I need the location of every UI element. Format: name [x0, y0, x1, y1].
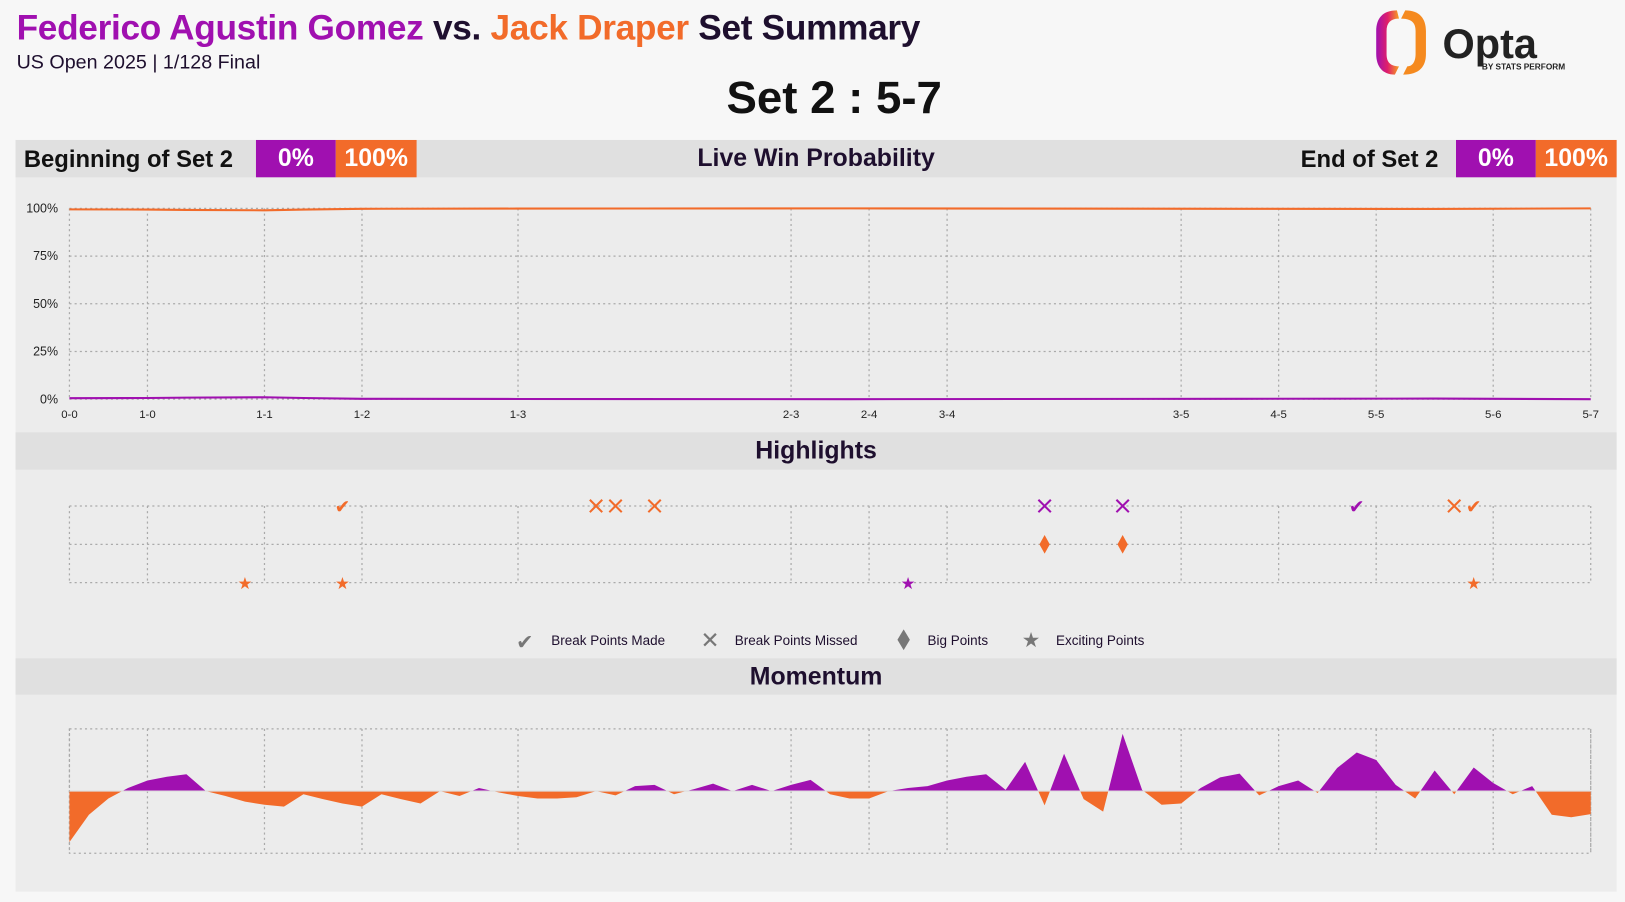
- exciting-point-star-icon: ★: [238, 574, 253, 593]
- legend-label: Break Points Missed: [734, 632, 858, 648]
- beginning-label: Beginning of Set 2: [23, 145, 234, 173]
- check-icon: ✔: [516, 631, 534, 655]
- break-made-check-icon: ✔: [1466, 496, 1482, 517]
- player1-name: Federico Agustin Gomez: [16, 8, 424, 48]
- x-tick-label: 1-2: [354, 409, 370, 421]
- y-tick-label: 0%: [40, 392, 58, 406]
- opta-logo: Opta BY STATS PERFORM: [1376, 10, 1565, 75]
- subtitle: US Open 2025 | 1/128 Final: [16, 51, 261, 74]
- x-tick-label: 1-1: [256, 409, 272, 421]
- big-point-diamond-icon: [1039, 534, 1050, 554]
- win-probability-header: Beginning of Set 2 0% 100% Live Win Prob…: [15, 139, 1617, 178]
- highlights-legend: ✔ Break Points Made ✕ Break Points Misse…: [0, 622, 1625, 655]
- break-made-check-icon: ✔: [1349, 496, 1365, 517]
- x-tick-label: 1-0: [139, 409, 155, 421]
- exciting-point-star-icon: ★: [335, 574, 350, 593]
- end-player2-prob: 100%: [1535, 139, 1617, 178]
- end-player1-prob: 0%: [1456, 139, 1536, 178]
- break-missed-cross-icon: [1447, 499, 1462, 513]
- highlights-header: Highlights: [15, 432, 1617, 470]
- legend-label: Exciting Points: [1055, 632, 1145, 648]
- win-prob-line-player2: [69, 207, 1591, 212]
- x-tick-label: 3-4: [939, 409, 955, 421]
- break-missed-cross-icon: [1037, 499, 1052, 513]
- break-missed-cross-icon: [589, 499, 603, 513]
- begin-player1-prob: 0%: [255, 139, 336, 178]
- highlights-title: Highlights: [755, 436, 877, 465]
- win-prob-line-player1: [69, 396, 1591, 401]
- x-tick-label: 2-3: [783, 409, 799, 421]
- y-tick-label: 75%: [33, 249, 58, 263]
- set-score: Set 2 : 5-7: [726, 72, 942, 124]
- star-icon: ★: [1021, 629, 1041, 653]
- end-label: End of Set 2: [1300, 145, 1439, 173]
- legend-item-break-made: ✔: [516, 629, 533, 655]
- x-tick-label: 2-4: [861, 409, 877, 421]
- svg-text:BY STATS PERFORM: BY STATS PERFORM: [1482, 61, 1565, 71]
- x-tick-label: 3-5: [1173, 409, 1189, 421]
- x-tick-label: 0-0: [61, 409, 77, 421]
- legend-label: Big Points: [927, 632, 989, 648]
- diamond-icon: [895, 627, 912, 657]
- exciting-point-star-icon: ★: [901, 574, 916, 593]
- break-made-check-icon: ✔: [335, 496, 351, 517]
- break-missed-cross-icon: [647, 499, 662, 513]
- x-tick-label: 5-5: [1368, 409, 1384, 421]
- legend-label: Break Points Made: [551, 632, 666, 648]
- momentum-area-player1: [69, 733, 1591, 792]
- momentum-title: Momentum: [749, 662, 883, 691]
- x-tick-label: 1-3: [510, 409, 526, 421]
- title-suffix: Set Summary: [688, 8, 921, 48]
- y-tick-label: 25%: [33, 345, 58, 359]
- page-title: Federico Agustin Gomez vs. Jack Draper S…: [17, 8, 921, 48]
- vs-text: vs.: [423, 8, 491, 48]
- exciting-point-star-icon: ★: [1466, 574, 1481, 593]
- cross-icon: ✕: [700, 627, 720, 654]
- break-missed-cross-icon: [608, 499, 623, 513]
- x-tick-label: 5-7: [1582, 409, 1598, 421]
- win-probability-title: Live Win Probability: [697, 144, 935, 173]
- begin-player2-prob: 100%: [335, 139, 417, 178]
- player2-name: Jack Draper: [490, 8, 689, 48]
- svg-text:Opta: Opta: [1443, 20, 1538, 67]
- big-point-diamond-icon: [1117, 534, 1128, 554]
- y-tick-label: 50%: [33, 297, 58, 311]
- break-missed-cross-icon: [1115, 499, 1130, 513]
- x-tick-label: 5-6: [1485, 409, 1501, 421]
- momentum-header: Momentum: [15, 658, 1617, 695]
- y-tick-label: 100%: [26, 202, 58, 216]
- x-tick-label: 4-5: [1270, 409, 1286, 421]
